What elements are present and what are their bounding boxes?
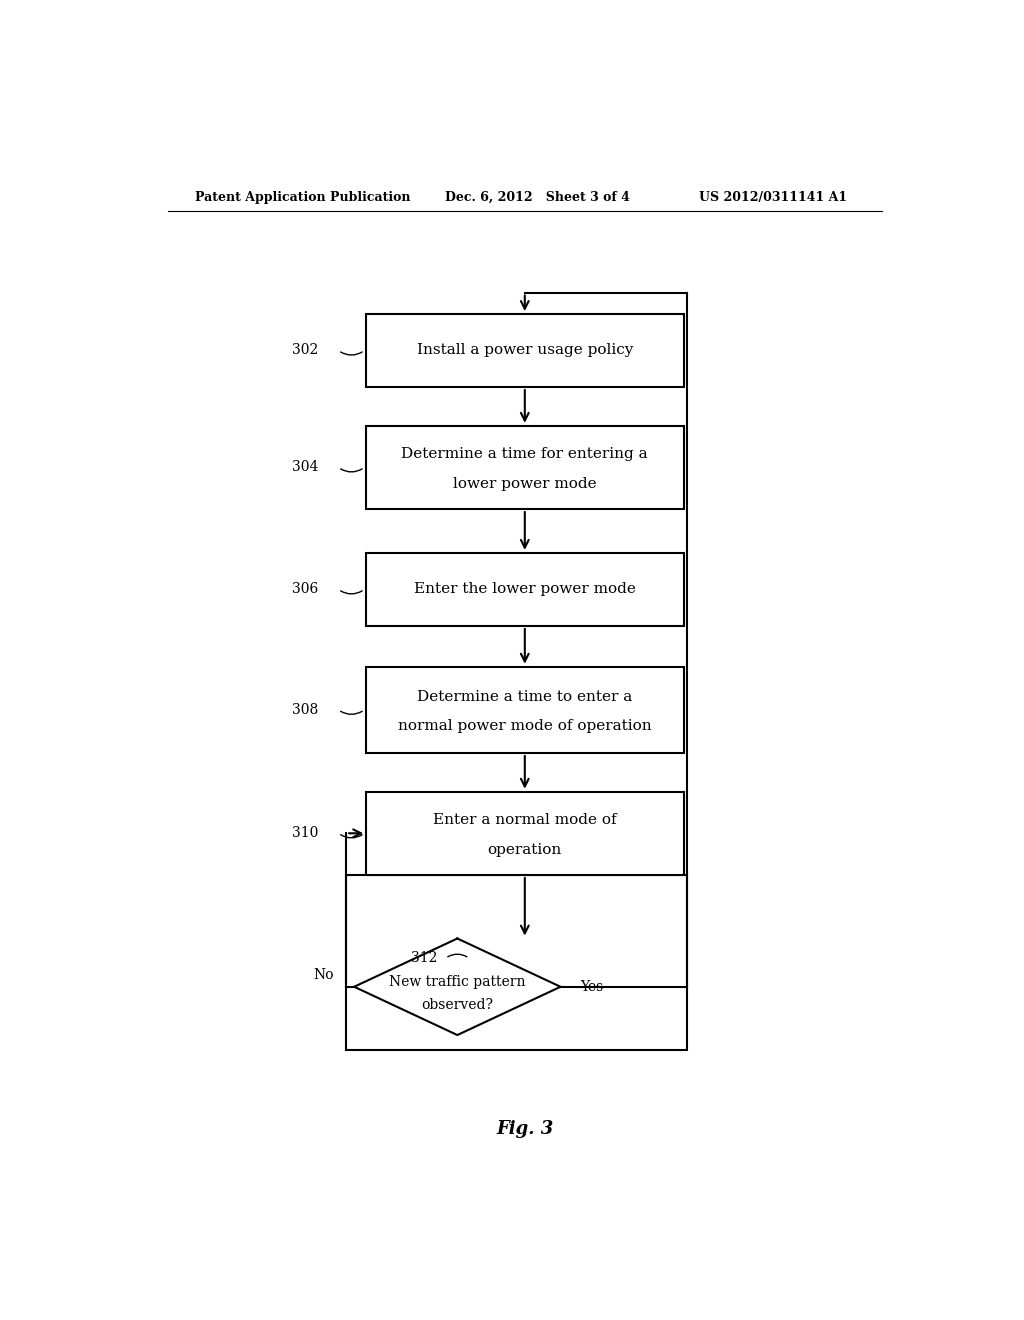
- Text: 304: 304: [292, 461, 318, 474]
- Text: New traffic pattern: New traffic pattern: [389, 974, 525, 989]
- Text: Fig. 3: Fig. 3: [497, 1121, 553, 1138]
- Text: Patent Application Publication: Patent Application Publication: [196, 190, 411, 203]
- Text: normal power mode of operation: normal power mode of operation: [398, 719, 651, 733]
- Bar: [367, 314, 684, 387]
- Text: 310: 310: [292, 826, 318, 841]
- Text: US 2012/0311141 A1: US 2012/0311141 A1: [699, 190, 848, 203]
- Text: Dec. 6, 2012   Sheet 3 of 4: Dec. 6, 2012 Sheet 3 of 4: [445, 190, 631, 203]
- Text: Yes: Yes: [581, 979, 603, 994]
- Text: 306: 306: [292, 582, 318, 597]
- Text: operation: operation: [487, 842, 562, 857]
- Text: Determine a time for entering a: Determine a time for entering a: [401, 447, 648, 461]
- Text: No: No: [313, 968, 334, 982]
- Text: 308: 308: [292, 702, 318, 717]
- Polygon shape: [354, 939, 560, 1035]
- Text: lower power mode: lower power mode: [453, 477, 597, 491]
- Bar: [367, 553, 684, 626]
- Text: Enter the lower power mode: Enter the lower power mode: [414, 582, 636, 597]
- Bar: [346, 875, 687, 1051]
- Text: Determine a time to enter a: Determine a time to enter a: [417, 689, 633, 704]
- Bar: [367, 667, 684, 752]
- Text: 302: 302: [292, 343, 318, 358]
- Bar: [367, 792, 684, 875]
- Text: Enter a normal mode of: Enter a normal mode of: [433, 813, 616, 828]
- Text: observed?: observed?: [421, 998, 494, 1012]
- Bar: [367, 426, 684, 510]
- Text: 312: 312: [411, 952, 437, 965]
- Text: Install a power usage policy: Install a power usage policy: [417, 343, 633, 358]
